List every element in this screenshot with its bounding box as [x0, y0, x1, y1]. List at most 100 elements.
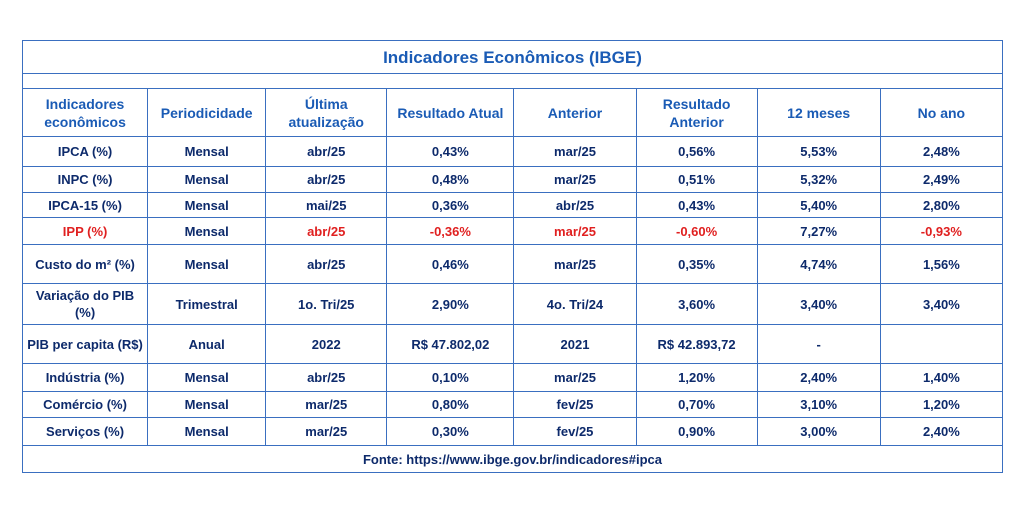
table-cell: Mensal [147, 363, 267, 392]
table-cell: Mensal [147, 166, 267, 193]
table-cell: R$ 42.893,72 [635, 324, 758, 364]
column-header: Periodicidade [147, 88, 267, 137]
indicators-panel: Indicadores Econômicos (IBGE) Indicadore… [21, 40, 1004, 482]
table-cell: 3,60% [635, 283, 758, 325]
table-cell: 0,90% [635, 417, 758, 446]
table-row: Custo do m² (%) Mensal abr/25 0,46% mar/… [21, 244, 1004, 284]
table-row: Indústria (%) Mensal abr/25 0,10% mar/25… [21, 363, 1004, 392]
table-cell: abr/25 [265, 217, 388, 245]
table-cell: mai/25 [265, 192, 388, 218]
table-row-highlighted: IPP (%) Mensal abr/25 -0,36% mar/25 -0,6… [21, 217, 1004, 245]
table-cell: abr/25 [265, 136, 388, 167]
table-cell: 3,10% [756, 391, 881, 418]
indicator-name: Variação do PIB (%) [21, 283, 149, 325]
table-cell: Mensal [147, 391, 267, 418]
table-cell: 1,20% [635, 363, 758, 392]
column-header: Resultado Atual [386, 88, 515, 137]
indicator-name: Custo do m² (%) [21, 244, 149, 284]
table-cell: 0,51% [635, 166, 758, 193]
table-cell: 2022 [265, 324, 388, 364]
indicator-name: Indústria (%) [21, 363, 149, 392]
table-cell: 5,32% [756, 166, 881, 193]
table-cell: fev/25 [513, 391, 637, 418]
table-cell: mar/25 [513, 244, 637, 284]
table-cell: 5,40% [756, 192, 881, 218]
table-cell: 3,00% [756, 417, 881, 446]
table-cell: 2021 [513, 324, 637, 364]
table-cell: 0,46% [386, 244, 515, 284]
table-cell: mar/25 [265, 417, 388, 446]
column-header: Indicadores econômicos [21, 88, 149, 137]
indicators-table: Indicadores Econômicos (IBGE) Indicadore… [21, 40, 1004, 473]
table-cell: 2,48% [879, 136, 1004, 167]
header-row: Indicadores econômicos Periodicidade Últ… [21, 88, 1004, 137]
table-row: PIB per capita (R$) Anual 2022 R$ 47.802… [21, 324, 1004, 364]
page-title: Indicadores Econômicos (IBGE) [22, 40, 1003, 74]
table-cell: Mensal [147, 136, 267, 167]
table-cell: mar/25 [265, 391, 388, 418]
table-cell: 0,48% [386, 166, 515, 193]
table-cell: 0,70% [635, 391, 758, 418]
table-row: Comércio (%) Mensal mar/25 0,80% fev/25 … [21, 391, 1004, 418]
table-cell: 0,35% [635, 244, 758, 284]
table-cell: 0,36% [386, 192, 515, 218]
table-cell: 3,40% [756, 283, 881, 325]
table-cell: mar/25 [513, 217, 637, 245]
table-cell: abr/25 [265, 363, 388, 392]
table-cell: 4o. Tri/24 [513, 283, 637, 325]
table-cell: mar/25 [513, 363, 637, 392]
table-cell: Mensal [147, 217, 267, 245]
table-cell [879, 324, 1004, 364]
indicator-name: IPP (%) [21, 217, 149, 245]
table-cell: 1o. Tri/25 [265, 283, 388, 325]
table-cell: abr/25 [265, 244, 388, 284]
table-cell: 0,30% [386, 417, 515, 446]
indicator-name: IPCA-15 (%) [21, 192, 149, 218]
column-header: Última atualização [265, 88, 388, 137]
table-row: Serviços (%) Mensal mar/25 0,30% fev/25 … [21, 417, 1004, 446]
table-cell: - [756, 324, 881, 364]
table-cell: R$ 47.802,02 [386, 324, 515, 364]
table-cell: mar/25 [513, 166, 637, 193]
table-cell: Mensal [147, 192, 267, 218]
table-cell: Mensal [147, 417, 267, 446]
table-cell: 0,10% [386, 363, 515, 392]
indicator-name: INPC (%) [21, 166, 149, 193]
table-cell: 1,40% [879, 363, 1004, 392]
table-cell: fev/25 [513, 417, 637, 446]
table-cell: mar/25 [513, 136, 637, 167]
table-cell: 0,56% [635, 136, 758, 167]
table-cell: 1,56% [879, 244, 1004, 284]
table-row: Variação do PIB (%) Trimestral 1o. Tri/2… [21, 283, 1004, 325]
table-cell: 2,90% [386, 283, 515, 325]
table-cell: 0,43% [386, 136, 515, 167]
table-cell: 0,80% [386, 391, 515, 418]
table-cell: 5,53% [756, 136, 881, 167]
source-footer: Fonte: https://www.ibge.gov.br/indicador… [22, 445, 1003, 473]
indicator-name: Comércio (%) [21, 391, 149, 418]
table-row: INPC (%) Mensal abr/25 0,48% mar/25 0,51… [21, 166, 1004, 193]
table-cell: 4,74% [756, 244, 881, 284]
table-cell: 2,49% [879, 166, 1004, 193]
table-cell: 2,40% [879, 417, 1004, 446]
table-cell: 3,40% [879, 283, 1004, 325]
indicator-name: Serviços (%) [21, 417, 149, 446]
table-cell: 0,43% [635, 192, 758, 218]
table-cell: abr/25 [265, 166, 388, 193]
table-cell: Anual [147, 324, 267, 364]
table-row: IPCA-15 (%) Mensal mai/25 0,36% abr/25 0… [21, 192, 1004, 218]
table-cell: 1,20% [879, 391, 1004, 418]
column-header: Anterior [513, 88, 637, 137]
table-row: IPCA (%) Mensal abr/25 0,43% mar/25 0,56… [21, 136, 1004, 167]
column-header: 12 meses [756, 88, 881, 137]
indicator-name: PIB per capita (R$) [21, 324, 149, 364]
table-cell: Trimestral [147, 283, 267, 325]
table-cell: -0,93% [879, 217, 1004, 245]
column-header: Resultado Anterior [635, 88, 758, 137]
spacer-row [22, 73, 1003, 89]
table-cell: Mensal [147, 244, 267, 284]
table-cell: 7,27% [756, 217, 881, 245]
indicator-name: IPCA (%) [21, 136, 149, 167]
column-header: No ano [879, 88, 1004, 137]
table-cell: -0,60% [635, 217, 758, 245]
